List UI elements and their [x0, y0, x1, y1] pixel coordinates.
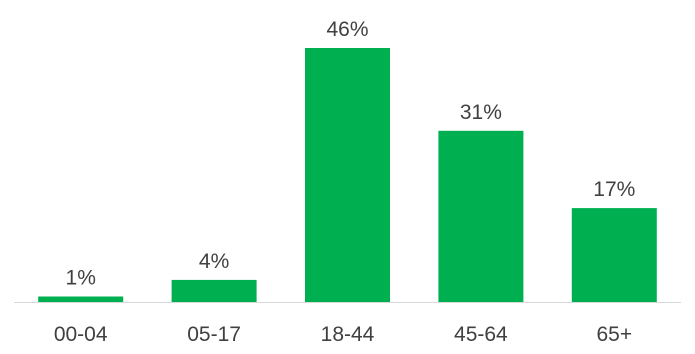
bar-00-04: [38, 296, 124, 302]
x-tick-label-18-44: 18-44: [321, 323, 375, 346]
data-label-45-64: 31%: [460, 101, 502, 124]
data-label-05-17: 4%: [199, 250, 229, 273]
bar-65+: [571, 208, 657, 302]
bar-18-44: [305, 48, 390, 302]
data-label-18-44: 46%: [326, 18, 368, 41]
x-tick-label-45-64: 45-64: [454, 323, 508, 346]
x-tick-label-05-17: 05-17: [187, 323, 241, 346]
bars-group: [38, 48, 657, 302]
x-tick-label-00-04: 00-04: [54, 323, 108, 346]
bar-45-64: [438, 130, 524, 302]
bar-05-17: [171, 279, 257, 302]
data-label-00-04: 1%: [66, 267, 96, 290]
x-tick-labels-group: 00-04 05-17 18-44 45-64 65+: [54, 323, 632, 346]
data-label-65+: 17%: [593, 178, 635, 201]
data-labels-group: 1% 4% 46% 31% 17%: [66, 18, 636, 290]
x-tick-label-65+: 65+: [596, 323, 632, 346]
